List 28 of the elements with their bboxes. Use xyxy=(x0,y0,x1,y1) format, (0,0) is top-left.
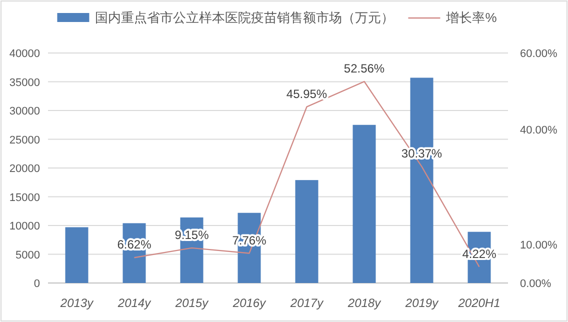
x-tick-label: 2014y xyxy=(116,296,152,310)
y2-tick-label: 40.00% xyxy=(520,124,558,137)
x-tick-label: 2020H1 xyxy=(457,296,500,310)
data-label: 52.56% xyxy=(344,62,385,76)
y-tick-label: 30000 xyxy=(9,106,40,118)
y-tick-label: 15000 xyxy=(9,192,40,204)
x-tick-label: 2016y xyxy=(232,296,267,310)
x-tick-label: 2019y xyxy=(404,296,440,310)
legend-label: 增长率% xyxy=(445,10,498,25)
bar xyxy=(295,180,318,283)
bar xyxy=(65,227,88,283)
legend-label: 国内重点省市公立样本医院疫苗销售额市场（万元） xyxy=(95,10,394,25)
x-tick-label: 2013y xyxy=(59,296,94,310)
bar xyxy=(352,124,376,283)
y-tick-label: 0 xyxy=(34,278,40,290)
y-tick-label: 35000 xyxy=(9,76,40,89)
y-tick-label: 5000 xyxy=(16,249,40,262)
y-tick-label: 25000 xyxy=(9,134,40,146)
y2-tick-label: 60.00% xyxy=(520,48,558,60)
y-tick-label: 40000 xyxy=(9,48,40,60)
y2-tick-label: 10.00% xyxy=(520,240,558,252)
x-tick-label: 2017y xyxy=(289,296,324,310)
data-label: 45.95% xyxy=(286,86,328,101)
y-tick-label: 10000 xyxy=(9,220,40,232)
x-tick-label: 2015y xyxy=(174,296,210,310)
y2-tick-label: 0.00% xyxy=(520,278,552,290)
x-tick-label: 2018y xyxy=(346,296,382,310)
y-tick-label: 20000 xyxy=(9,163,40,175)
